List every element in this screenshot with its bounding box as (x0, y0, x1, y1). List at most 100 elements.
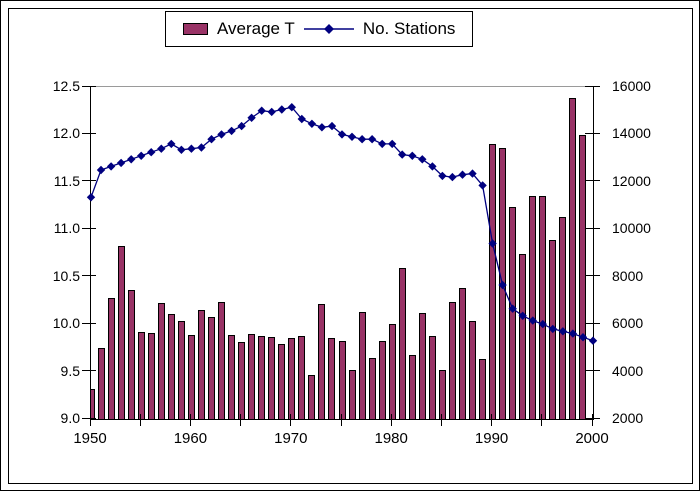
marker-1981 (398, 150, 407, 159)
marker-1969 (277, 105, 286, 114)
bar-1954 (127, 290, 135, 419)
marker-1965 (237, 121, 246, 131)
right-axis-label: 2000 (612, 410, 644, 426)
marker-1979 (378, 139, 387, 149)
bar-1951 (97, 347, 105, 419)
marker-1955 (137, 151, 146, 160)
x-axis-tick (440, 414, 442, 426)
left-axis-label: 10.0 (52, 315, 80, 332)
x-axis-tick (390, 414, 392, 426)
marker-1953 (116, 158, 126, 168)
legend-bar-swatch-icon (183, 23, 208, 35)
left-axis-label: 10.5 (52, 267, 80, 284)
bar-1959 (177, 321, 185, 419)
left-axis-label: 9.5 (60, 362, 80, 379)
marker-1984 (428, 162, 437, 171)
marker-1976 (347, 132, 357, 141)
bar-1997 (559, 216, 567, 419)
marker-1951 (96, 165, 106, 175)
marker-1950 (86, 193, 96, 202)
bar-1956 (147, 332, 155, 419)
left-axis-tick (82, 322, 96, 324)
right-axis-label: 16000 (612, 78, 651, 94)
bar-1972 (308, 375, 316, 419)
right-axis-label: 8000 (612, 267, 644, 284)
bar-1975 (338, 341, 346, 419)
bar-1966 (248, 333, 256, 419)
marker-1972 (307, 119, 317, 128)
marker-1980 (388, 139, 397, 149)
bar-1950 (91, 388, 95, 419)
marker-2000 (588, 336, 598, 345)
bar-1986 (448, 302, 456, 419)
bar-1965 (238, 342, 246, 419)
right-axis-tick (585, 322, 600, 324)
bar-1981 (398, 268, 406, 419)
bar-1973 (318, 304, 326, 419)
bar-1961 (197, 309, 205, 419)
x-axis-label: 1970 (274, 430, 308, 447)
marker-1999 (578, 333, 588, 342)
bar-1977 (358, 311, 366, 419)
right-axis-tick (585, 132, 600, 134)
bar-1979 (378, 341, 386, 419)
x-axis-tick (240, 414, 242, 426)
marker-1985 (438, 171, 447, 181)
bar-1989 (479, 359, 487, 419)
right-axis-label: 10000 (612, 220, 651, 237)
legend[interactable]: Average T No. Stations (165, 11, 474, 47)
bar-1987 (458, 288, 466, 419)
bar-1962 (207, 316, 215, 419)
x-axis-label: 1950 (73, 430, 107, 447)
x-axis-label: 2000 (575, 430, 609, 447)
marker-1995 (538, 319, 547, 329)
legend-label-average-t: Average T (217, 19, 295, 38)
marker-1970 (287, 103, 296, 112)
bar-1988 (469, 321, 477, 419)
marker-1997 (558, 327, 568, 336)
right-axis-tick (585, 370, 600, 372)
bar-1955 (137, 331, 145, 419)
right-axis-tick (585, 417, 600, 419)
bar-1969 (278, 344, 286, 419)
right-axis-label: 6000 (612, 315, 644, 332)
x-axis-tick (340, 414, 342, 426)
right-axis-tick (585, 85, 600, 87)
right-axis-label: 4000 (612, 362, 644, 379)
x-axis-tick (591, 414, 593, 426)
marker-1991 (498, 280, 507, 290)
bar-1963 (218, 302, 226, 419)
marker-1989 (478, 181, 487, 190)
marker-1987 (458, 170, 467, 179)
bar-1982 (408, 355, 416, 419)
left-axis-label: 11.0 (53, 220, 80, 237)
marker-1994 (528, 316, 537, 325)
bar-1952 (107, 297, 115, 419)
marker-1958 (167, 139, 176, 149)
marker-1954 (127, 155, 136, 164)
marker-1974 (327, 121, 337, 131)
marker-1986 (448, 172, 457, 182)
legend-line-diamond-icon (303, 24, 354, 34)
marker-1998 (568, 329, 578, 338)
right-axis-tick (585, 180, 600, 182)
marker-1960 (187, 144, 196, 153)
marker-1993 (518, 311, 527, 320)
bar-1995 (539, 196, 547, 419)
left-axis-tick (82, 275, 96, 277)
bar-1971 (298, 336, 306, 419)
bar-1994 (529, 196, 537, 419)
left-axis-tick (82, 227, 96, 229)
legend-label-no-stations: No. Stations (362, 19, 456, 38)
x-axis-tick (189, 414, 191, 426)
bar-1998 (569, 98, 577, 419)
plot-area (86, 86, 598, 420)
marker-1996 (548, 324, 557, 334)
x-axis-tick (139, 414, 141, 426)
x-axis-tick (491, 414, 493, 426)
marker-1992 (508, 304, 517, 313)
bar-1970 (288, 338, 296, 419)
left-axis-tick (82, 85, 96, 87)
marker-1988 (468, 169, 477, 178)
